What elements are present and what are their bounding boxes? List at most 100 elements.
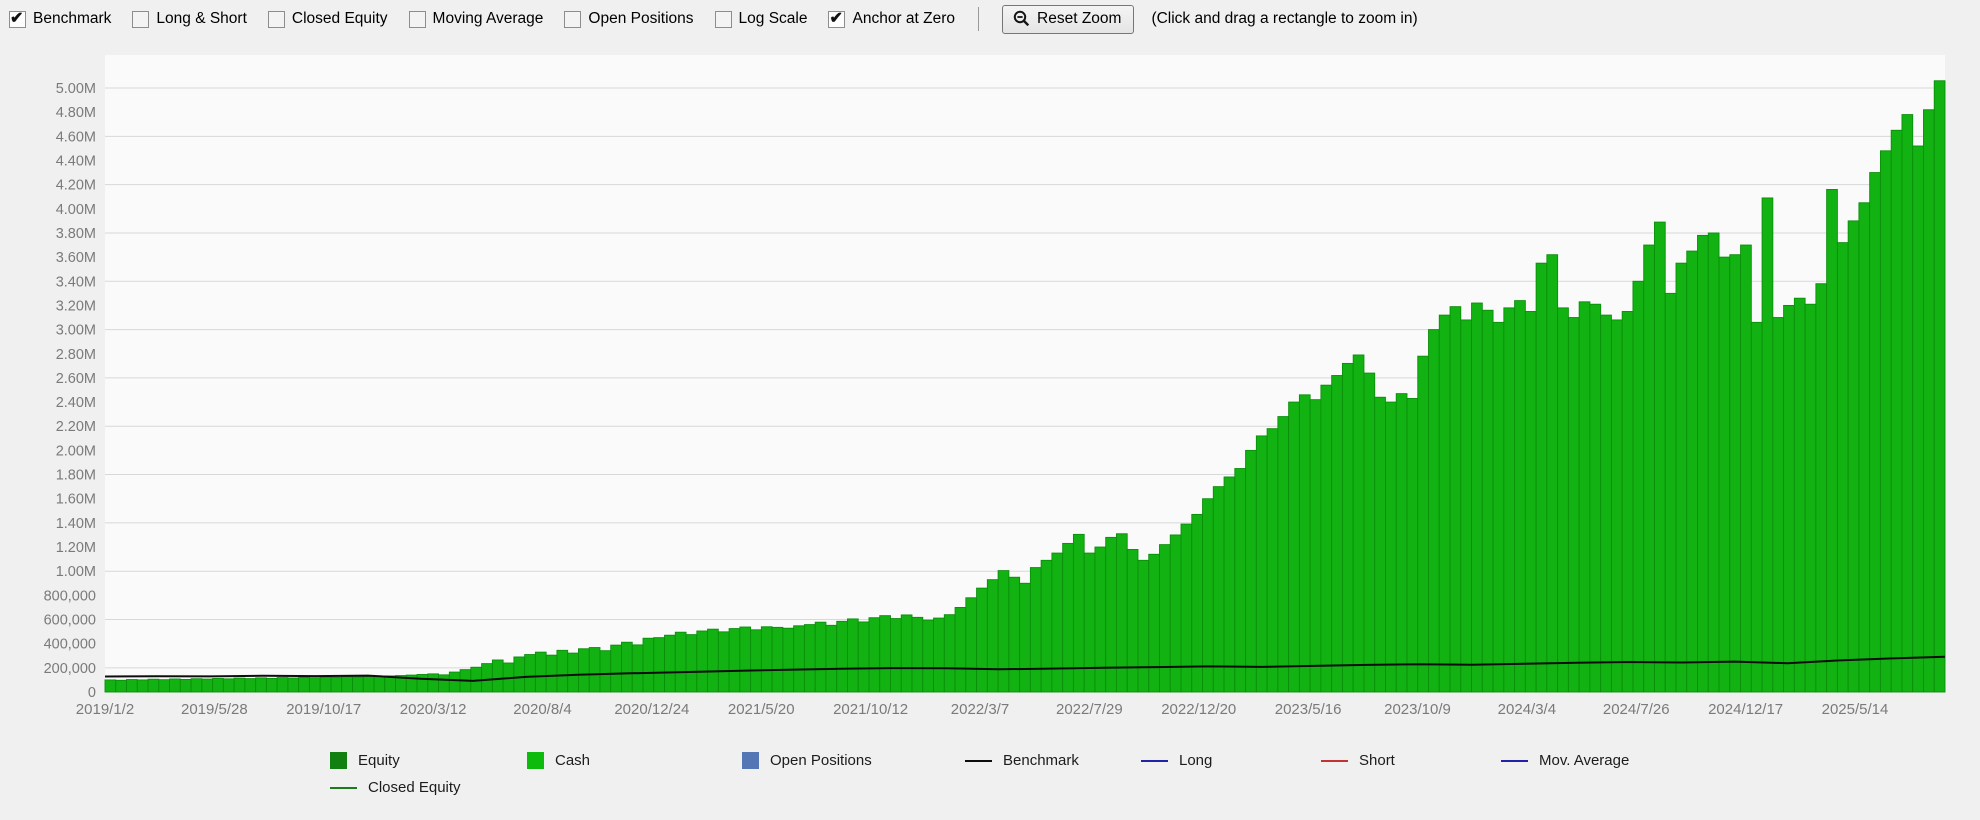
reset-zoom-button[interactable]: Reset Zoom: [1002, 4, 1135, 34]
svg-text:3.60M: 3.60M: [56, 250, 96, 266]
svg-text:4.60M: 4.60M: [56, 129, 96, 145]
legend-label: Short: [1359, 752, 1395, 769]
checkbox-long-short[interactable]: Long & Short: [132, 10, 247, 28]
legend-item-equity: Equity: [330, 752, 527, 769]
zoom-out-icon: [1013, 10, 1030, 27]
svg-text:2024/12/17: 2024/12/17: [1708, 701, 1783, 718]
svg-text:2023/5/16: 2023/5/16: [1275, 701, 1342, 718]
x-tick-labels: 2019/1/2 2019/5/28 2019/10/17 2020/3/12 2020…: [76, 701, 1889, 718]
svg-text:1.20M: 1.20M: [56, 540, 96, 556]
svg-text:800,000: 800,000: [44, 588, 96, 604]
svg-text:3.00M: 3.00M: [56, 323, 96, 339]
legend-label: Closed Equity: [368, 779, 461, 796]
svg-text:600,000: 600,000: [44, 613, 96, 629]
legend-item-long: Long: [1141, 752, 1321, 769]
svg-text:4.20M: 4.20M: [56, 178, 96, 194]
cash-swatch: [527, 752, 544, 769]
svg-text:2021/10/12: 2021/10/12: [833, 701, 908, 718]
benchmark-line: [104, 655, 1946, 682]
checkbox-label: Anchor at Zero: [852, 10, 956, 27]
legend-label: Cash: [555, 752, 591, 769]
svg-text:2020/8/4: 2020/8/4: [513, 701, 571, 718]
benchmark-line-swatch: [965, 759, 992, 762]
legend-label: Equity: [358, 752, 400, 769]
svg-text:1.40M: 1.40M: [56, 516, 96, 532]
mov-average-line-swatch: [1501, 759, 1528, 762]
svg-text:2024/7/26: 2024/7/26: [1603, 701, 1670, 718]
checkbox-label: Log Scale: [738, 10, 808, 27]
checkbox-box[interactable]: [9, 8, 26, 28]
checkbox-benchmark[interactable]: Benchmark: [9, 8, 112, 28]
legend-item-cash: Cash: [527, 752, 742, 769]
svg-text:1.80M: 1.80M: [56, 468, 96, 484]
svg-text:2025/5/14: 2025/5/14: [1822, 701, 1889, 718]
checkbox-box[interactable]: [267, 10, 285, 28]
svg-text:1.00M: 1.00M: [56, 564, 96, 580]
checkbox-anchor-at-zero[interactable]: Anchor at Zero: [828, 8, 956, 28]
svg-text:1.60M: 1.60M: [56, 492, 96, 508]
reset-zoom-label: Reset Zoom: [1037, 9, 1122, 27]
open-positions-swatch: [742, 752, 759, 769]
svg-text:2022/7/29: 2022/7/29: [1056, 701, 1123, 718]
chart-legend: Equity Cash Open Positions Benchmark Lon…: [330, 752, 1629, 796]
svg-text:2.00M: 2.00M: [56, 443, 96, 459]
checkbox-box[interactable]: [408, 10, 426, 28]
toolbar: Benchmark Long & Short Closed Equity Mov…: [0, 0, 1980, 38]
y-tick-labels: 5.00M 4.80M 4.60M 4.40M 4.20M 4.00M 3.80M 3.60M…: [44, 81, 96, 701]
checkbox-log-scale[interactable]: Log Scale: [714, 10, 808, 28]
svg-text:2019/1/2: 2019/1/2: [76, 701, 134, 718]
legend-item-mov-average: Mov. Average: [1501, 752, 1629, 769]
checkbox-label: Benchmark: [33, 10, 112, 27]
legend-label: Open Positions: [770, 752, 872, 769]
legend-item-short: Short: [1321, 752, 1501, 769]
checkbox-label: Moving Average: [432, 10, 544, 27]
checkbox-box[interactable]: [564, 10, 582, 28]
zoom-hint-text: (Click and drag a rectangle to zoom in): [1151, 10, 1418, 27]
checkbox-label: Long & Short: [156, 10, 247, 27]
legend-row-2: Closed Equity: [330, 779, 1629, 796]
svg-text:2022/3/7: 2022/3/7: [951, 701, 1009, 718]
svg-text:2022/12/20: 2022/12/20: [1161, 701, 1236, 718]
checkbox-closed-equity[interactable]: Closed Equity: [267, 10, 388, 28]
svg-text:2019/5/28: 2019/5/28: [181, 701, 248, 718]
checkbox-label: Open Positions: [588, 10, 694, 27]
long-line-swatch: [1141, 759, 1168, 762]
svg-text:5.00M: 5.00M: [56, 81, 96, 97]
equity-swatch: [330, 752, 347, 769]
checkbox-box[interactable]: [828, 8, 846, 28]
checkbox-open-positions[interactable]: Open Positions: [564, 10, 694, 28]
svg-text:2.40M: 2.40M: [56, 395, 96, 411]
toolbar-separator: [978, 7, 980, 31]
checkbox-box[interactable]: [132, 10, 150, 28]
legend-item-benchmark: Benchmark: [965, 752, 1141, 769]
svg-text:2.80M: 2.80M: [56, 347, 96, 363]
svg-text:2020/12/24: 2020/12/24: [614, 701, 689, 718]
closed-equity-line-swatch: [330, 786, 357, 789]
legend-label: Benchmark: [1003, 752, 1079, 769]
svg-text:2021/5/20: 2021/5/20: [728, 701, 795, 718]
legend-label: Mov. Average: [1539, 752, 1630, 769]
svg-text:2.60M: 2.60M: [56, 371, 96, 387]
legend-label: Long: [1179, 752, 1213, 769]
svg-text:2020/3/12: 2020/3/12: [400, 701, 467, 718]
svg-text:4.40M: 4.40M: [56, 153, 96, 169]
svg-text:3.80M: 3.80M: [56, 226, 96, 242]
checkbox-moving-average[interactable]: Moving Average: [408, 10, 544, 28]
checkbox-box[interactable]: [714, 10, 732, 28]
svg-text:2019/10/17: 2019/10/17: [286, 701, 361, 718]
svg-text:3.20M: 3.20M: [56, 298, 96, 314]
svg-text:2023/10/9: 2023/10/9: [1384, 701, 1451, 718]
svg-text:2024/3/4: 2024/3/4: [1498, 701, 1556, 718]
svg-text:3.40M: 3.40M: [56, 274, 96, 290]
cash-equity-bars: [104, 80, 1946, 693]
legend-item-closed-equity: Closed Equity: [330, 779, 461, 796]
checkbox-label: Closed Equity: [291, 10, 388, 27]
svg-text:2.20M: 2.20M: [56, 419, 96, 435]
short-line-swatch: [1321, 759, 1348, 762]
svg-text:0: 0: [88, 685, 96, 701]
svg-text:4.80M: 4.80M: [56, 105, 96, 121]
svg-text:4.00M: 4.00M: [56, 202, 96, 218]
svg-text:200,000: 200,000: [44, 661, 96, 677]
legend-row-1: Equity Cash Open Positions Benchmark Lon…: [330, 752, 1629, 769]
